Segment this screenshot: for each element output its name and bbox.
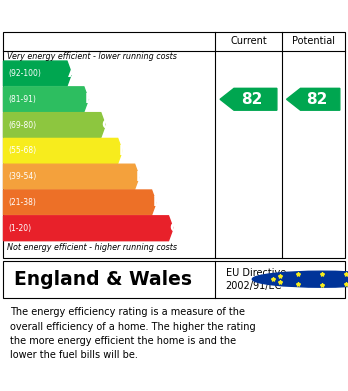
Text: (92-100): (92-100) <box>9 69 41 78</box>
Polygon shape <box>3 87 88 112</box>
Text: 82: 82 <box>241 92 263 107</box>
Polygon shape <box>3 216 173 241</box>
Text: (39-54): (39-54) <box>9 172 37 181</box>
Polygon shape <box>3 164 139 189</box>
Text: (81-91): (81-91) <box>9 95 37 104</box>
Text: The energy efficiency rating is a measure of the
overall efficiency of a home. T: The energy efficiency rating is a measur… <box>10 307 256 361</box>
Text: (55-68): (55-68) <box>9 146 37 155</box>
Text: C: C <box>102 118 112 132</box>
Text: G: G <box>169 221 181 235</box>
Text: Current: Current <box>230 36 267 47</box>
Text: D: D <box>118 144 130 158</box>
Text: 82: 82 <box>306 92 327 107</box>
Polygon shape <box>287 88 340 110</box>
Text: (21-38): (21-38) <box>9 198 37 207</box>
Polygon shape <box>3 61 71 86</box>
Polygon shape <box>220 88 277 110</box>
Polygon shape <box>3 190 156 215</box>
Text: (69-80): (69-80) <box>9 120 37 129</box>
Polygon shape <box>3 113 105 138</box>
Text: 2002/91/EC: 2002/91/EC <box>226 281 282 291</box>
Text: (1-20): (1-20) <box>9 224 32 233</box>
Text: F: F <box>152 196 162 210</box>
Text: Potential: Potential <box>292 36 335 47</box>
Polygon shape <box>3 138 122 163</box>
Text: Very energy efficient - lower running costs: Very energy efficient - lower running co… <box>7 52 177 61</box>
Text: A: A <box>68 66 78 81</box>
Text: E: E <box>135 170 145 184</box>
Text: EU Directive: EU Directive <box>226 268 286 278</box>
Text: B: B <box>85 92 95 106</box>
Circle shape <box>252 271 348 287</box>
Text: Not energy efficient - higher running costs: Not energy efficient - higher running co… <box>7 243 177 252</box>
Text: Energy Efficiency Rating: Energy Efficiency Rating <box>9 7 230 23</box>
Text: England & Wales: England & Wales <box>14 270 192 289</box>
